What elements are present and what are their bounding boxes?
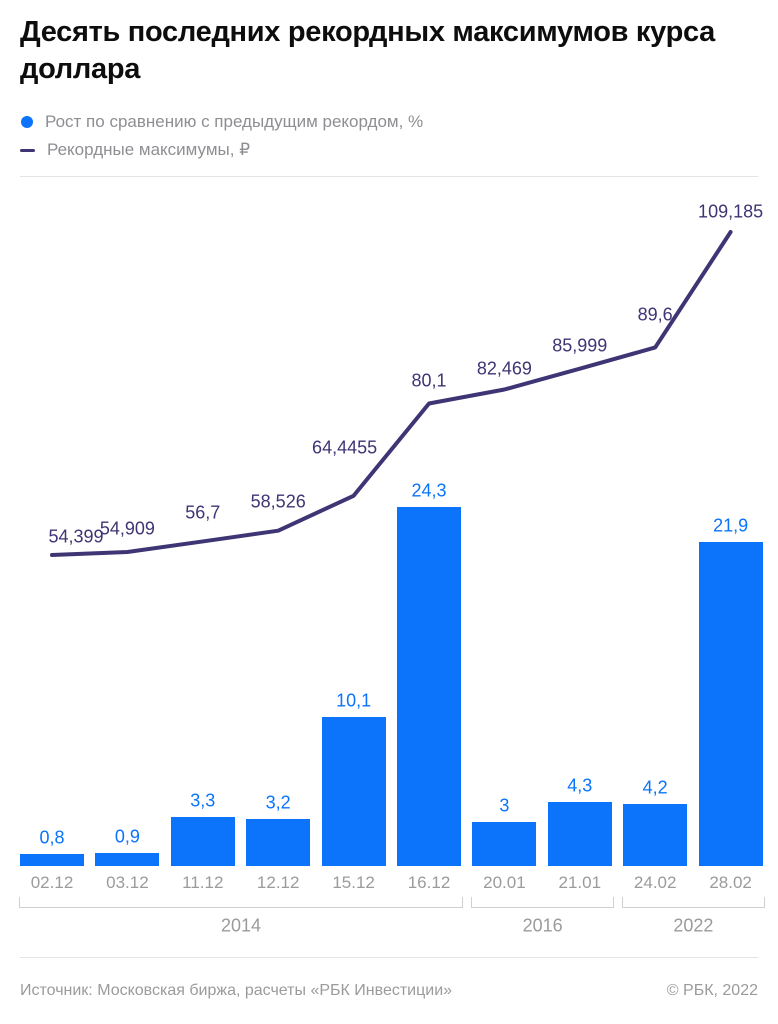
bar-value-label: 4,2 [642, 777, 668, 798]
line-point-label: 109,185 [698, 201, 764, 222]
year-bracket [622, 897, 765, 908]
year-bracket [19, 897, 463, 908]
top-divider [20, 176, 758, 177]
combo-chart: 0,8 02.12 0,9 03.12 3,3 11.12 3,2 12.12 10,1 15.1… [19, 201, 765, 936]
growth-bar [20, 854, 84, 866]
x-axis-label: 15.12 [332, 873, 375, 892]
x-axis-label: 24.02 [633, 873, 677, 892]
growth-bar [623, 803, 688, 866]
line-point-label: 58,526 [250, 491, 306, 512]
line-series-dash-icon [20, 148, 35, 152]
x-axis-label: 11.12 [182, 873, 224, 892]
growth-bar [472, 821, 537, 866]
bar-value-label: 0,8 [39, 827, 65, 848]
line-point-label: 54,399 [48, 526, 104, 547]
year-label: 2014 [220, 915, 262, 936]
bar-value-label: 3,2 [265, 792, 291, 813]
growth-bar [547, 802, 612, 866]
legend: Рост по сравнению с предыдущим рекордом,… [20, 108, 423, 164]
growth-bar [170, 817, 235, 866]
line-point-label: 85,999 [552, 335, 608, 356]
bar-value-label: 21,9 [713, 515, 749, 536]
growth-bar [321, 716, 386, 866]
growth-bar [95, 852, 160, 866]
legend-line-series-label: Рекордные максимумы, ₽ [47, 140, 251, 159]
bar-series-dot-icon [21, 116, 33, 128]
line-point-label: 82,469 [476, 358, 532, 378]
x-axis-label: 02.12 [30, 873, 74, 892]
line-point-label: 64,4455 [312, 437, 378, 458]
bar-value-label: 3,3 [190, 790, 216, 811]
year-label: 2016 [522, 915, 563, 936]
x-axis-label: 16.12 [407, 873, 451, 892]
line-point-label: 56,7 [185, 502, 221, 523]
year-label: 2022 [673, 915, 714, 936]
year-bracket [471, 897, 614, 908]
legend-row-line: Рекордные максимумы, ₽ [20, 136, 423, 164]
x-axis-label: 21.01 [558, 873, 602, 892]
bar-value-label: 10,1 [336, 690, 372, 711]
x-axis-label: 12.12 [256, 873, 300, 892]
bar-value-label: 0,9 [114, 826, 140, 847]
growth-bar [246, 818, 311, 866]
growth-bar [698, 542, 763, 866]
bar-value-label: 4,3 [567, 775, 593, 796]
line-point-label: 80,1 [411, 370, 447, 391]
legend-row-bars: Рост по сравнению с предыдущим рекордом,… [20, 108, 423, 136]
bottom-divider [20, 957, 758, 958]
bar-value-label: 24,3 [411, 480, 447, 501]
line-point-label: 89,6 [637, 304, 673, 325]
x-axis-label: 03.12 [106, 873, 149, 892]
footer: Источник: Московская биржа, расчеты «РБК… [20, 976, 758, 1006]
copyright-note: © РБК, 2022 [666, 982, 758, 999]
legend-bar-series-label: Рост по сравнению с предыдущим рекордом,… [45, 112, 424, 131]
bar-value-label: 3 [499, 795, 510, 816]
source-note: Источник: Московская биржа, расчеты «РБК… [20, 982, 453, 999]
x-axis-label: 20.01 [483, 873, 526, 892]
chart-title: Десять последних рекордных максимумов ку… [20, 16, 715, 85]
growth-bar [397, 506, 461, 866]
line-point-label: 54,909 [99, 518, 155, 539]
x-axis-label: 28.02 [709, 873, 752, 892]
